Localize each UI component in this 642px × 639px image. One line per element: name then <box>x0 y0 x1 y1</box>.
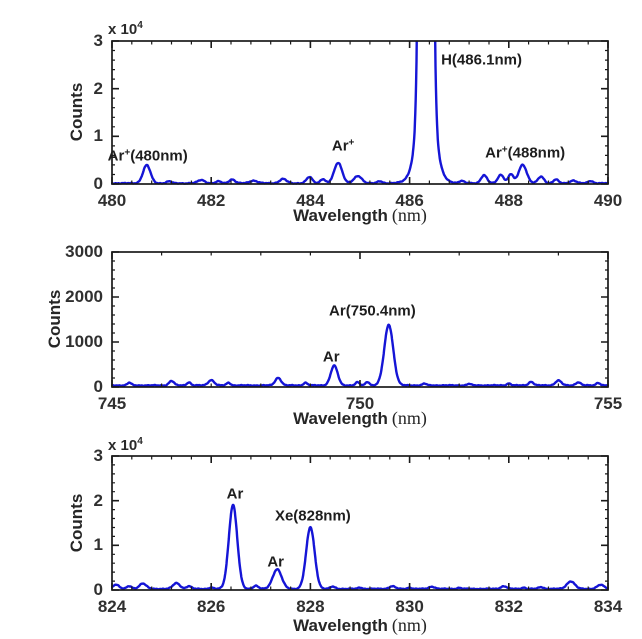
spectrum-line <box>111 503 609 591</box>
axes-frame <box>111 251 609 388</box>
axes-frame <box>111 455 609 591</box>
minor-ticks <box>112 456 608 590</box>
major-ticks <box>111 251 609 388</box>
major-ticks <box>111 455 609 591</box>
axes-frame <box>111 40 609 185</box>
minor-ticks <box>112 41 608 184</box>
spectrum-line <box>111 41 609 185</box>
minor-ticks <box>112 252 608 387</box>
spectrum-line <box>111 323 609 388</box>
major-ticks <box>111 40 609 185</box>
